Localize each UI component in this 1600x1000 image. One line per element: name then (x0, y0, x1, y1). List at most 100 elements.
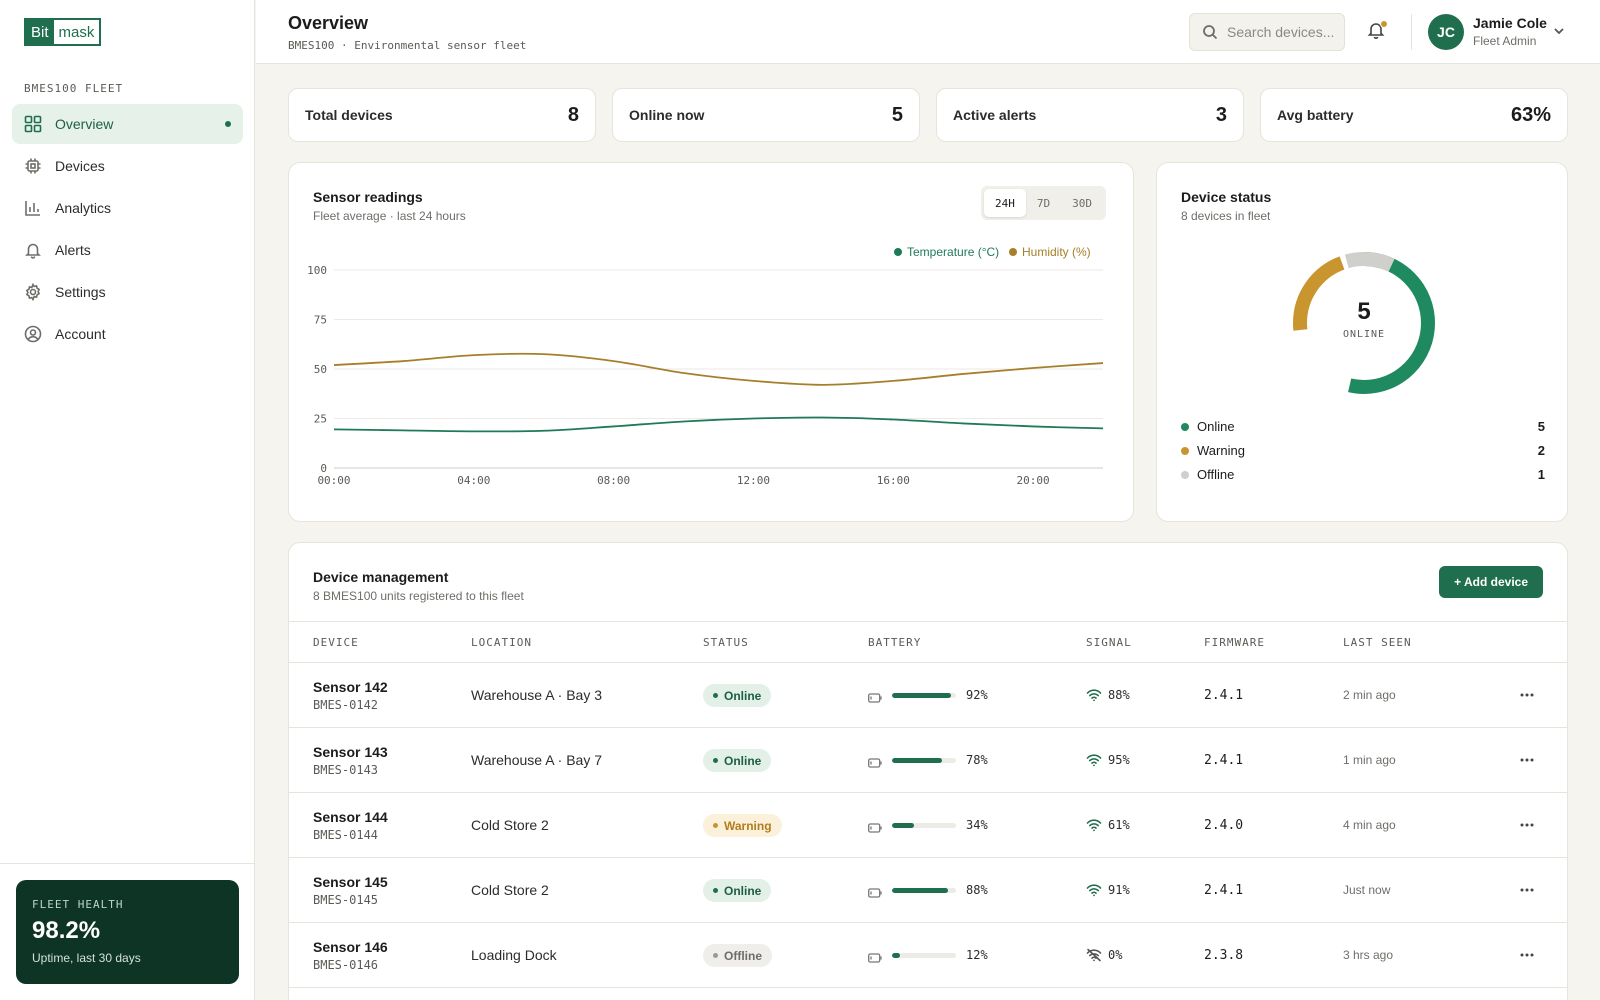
device-name[interactable]: Sensor 142 (313, 679, 388, 695)
legend-swatch (1181, 446, 1189, 455)
table-row[interactable]: Sensor 143 BMES-0143 Warehouse A · Bay 7 On… (289, 728, 1567, 793)
device-location: Cold Store 2 (471, 882, 549, 898)
card-subtitle: 8 BMES100 units registered to this fleet (313, 589, 524, 603)
user-menu-toggle[interactable] (1552, 24, 1566, 38)
wifi-off-icon (1086, 948, 1102, 962)
status-text: Online (724, 883, 762, 898)
notifications-button[interactable] (1366, 20, 1390, 44)
sidebar-item-account[interactable]: Account (12, 314, 243, 354)
column-header-location[interactable]: LOCATION (471, 636, 532, 649)
column-header-last-seen[interactable]: LAST SEEN (1343, 636, 1412, 649)
row-actions-button[interactable] (1517, 750, 1537, 770)
column-header-device[interactable]: DEVICE (313, 636, 359, 649)
range-option-30d[interactable]: 30D (1072, 196, 1092, 210)
page-title: Overview (288, 13, 369, 33)
add-device-button[interactable]: + Add device (1439, 566, 1543, 598)
brand-logo[interactable]: Bit mask (24, 18, 102, 46)
battery-bar-fill (892, 693, 951, 698)
legend-temperature: Temperature (°C) (894, 245, 999, 259)
battery-bar-fill (892, 758, 942, 763)
avatar[interactable]: JC (1428, 14, 1464, 50)
kpi-value: 8 (567, 103, 579, 126)
fleet-health-value: 98.2% (32, 917, 101, 944)
device-location: Warehouse A · Bay 3 (471, 687, 602, 703)
status-badge: Warning (703, 814, 782, 837)
y-tick-label: 100 (307, 264, 327, 277)
device-id: BMES-0143 (313, 763, 379, 777)
status-text: Offline (724, 948, 762, 963)
device-name[interactable]: Sensor 144 (313, 809, 388, 825)
x-tick-label: 16:00 (877, 474, 910, 487)
search-icon (1203, 25, 1218, 40)
last-seen: 1 min ago (1343, 753, 1396, 767)
table-row[interactable]: Sensor 145 BMES-0145 Cold Store 2 Online 88%… (289, 858, 1567, 923)
wifi-icon (1086, 818, 1102, 832)
table-row[interactable]: Sensor 146 BMES-0146 Loading Dock Offline 12… (289, 923, 1567, 988)
battery-value: 12% (966, 948, 988, 962)
battery-icon (868, 755, 882, 768)
fleet-health-card: FLEET HEALTH 98.2% Uptime, last 30 days (16, 880, 239, 984)
status-label: Offline (1197, 467, 1235, 482)
last-seen: 2 min ago (1343, 688, 1396, 702)
column-header-battery[interactable]: BATTERY (868, 636, 922, 649)
sidebar-item-overview[interactable]: Overview (12, 104, 243, 144)
device-name[interactable]: Sensor 143 (313, 744, 388, 760)
sidebar-item-label: Settings (55, 284, 106, 300)
card-title: Device management (313, 569, 449, 585)
column-header-signal[interactable]: SIGNAL (1086, 636, 1132, 649)
battery-icon (868, 885, 882, 898)
status-text: Online (724, 688, 762, 703)
sidebar-item-alerts[interactable]: Alerts (12, 230, 243, 270)
sidebar-item-devices[interactable]: Devices (12, 146, 243, 186)
firmware-version: 2.4.1 (1204, 753, 1244, 768)
kpi-value: 63% (1510, 103, 1551, 126)
status-count: 5 (1537, 419, 1545, 434)
header-divider (1411, 14, 1412, 50)
row-actions-button[interactable] (1517, 945, 1537, 965)
battery-value: 92% (966, 688, 988, 702)
last-seen: Just now (1343, 883, 1391, 897)
battery-bar-fill (892, 953, 900, 958)
legend-humidity: Humidity (%) (1009, 245, 1091, 259)
device-location: Loading Dock (471, 947, 557, 963)
kpi-label: Total devices (305, 107, 393, 123)
device-id: BMES-0146 (313, 958, 379, 972)
sidebar-item-settings[interactable]: Settings (12, 272, 243, 312)
search-input[interactable]: Search devices... (1189, 13, 1345, 51)
device-name[interactable]: Sensor 145 (313, 874, 388, 890)
device-id: BMES-0144 (313, 828, 379, 842)
kpi-card-total-devices: Total devices 8 (288, 88, 596, 142)
grid-icon (24, 115, 42, 133)
firmware-version: 2.4.1 (1204, 883, 1244, 898)
row-actions-button[interactable] (1517, 815, 1537, 835)
donut-segment-offline (1293, 252, 1435, 394)
range-option-7d[interactable]: 7D (1036, 196, 1051, 210)
table-row[interactable]: Sensor 142 BMES-0142 Warehouse A · Bay 3 On… (289, 663, 1567, 728)
status-dot (713, 888, 718, 893)
legend-swatch (1009, 248, 1017, 256)
sidebar-item-analytics[interactable]: Analytics (12, 188, 243, 228)
sidebar-item-label: Devices (55, 158, 105, 174)
status-dot (713, 758, 718, 763)
donut-segment-warning (1293, 252, 1435, 394)
chip-icon (25, 158, 41, 174)
signal-value: 91% (1108, 883, 1130, 897)
sidebar: Bit mask BMES100 FLEET Overview Devices … (0, 0, 255, 1000)
status-label: Online (1197, 419, 1235, 434)
user-name[interactable]: Jamie Cole (1473, 15, 1547, 31)
legend-label: Humidity (%) (1022, 245, 1091, 259)
table-row[interactable]: Sensor 144 BMES-0144 Cold Store 2 Warning 34… (289, 793, 1567, 858)
status-count: 2 (1537, 443, 1545, 458)
row-actions-button[interactable] (1517, 685, 1537, 705)
donut-center-label: ONLINE (1342, 329, 1386, 340)
device-name[interactable]: Sensor 146 (313, 939, 388, 955)
column-header-status[interactable]: STATUS (703, 636, 749, 649)
status-legend-offline: Offline 1 (1181, 467, 1545, 482)
range-option-24h[interactable]: 24H (984, 189, 1026, 217)
series-line-humidity (333, 352, 1104, 386)
battery-bar (892, 758, 956, 763)
firmware-version: 2.4.0 (1204, 818, 1244, 833)
row-actions-button[interactable] (1517, 880, 1537, 900)
status-dot (713, 953, 718, 958)
column-header-firmware[interactable]: FIRMWARE (1204, 636, 1265, 649)
